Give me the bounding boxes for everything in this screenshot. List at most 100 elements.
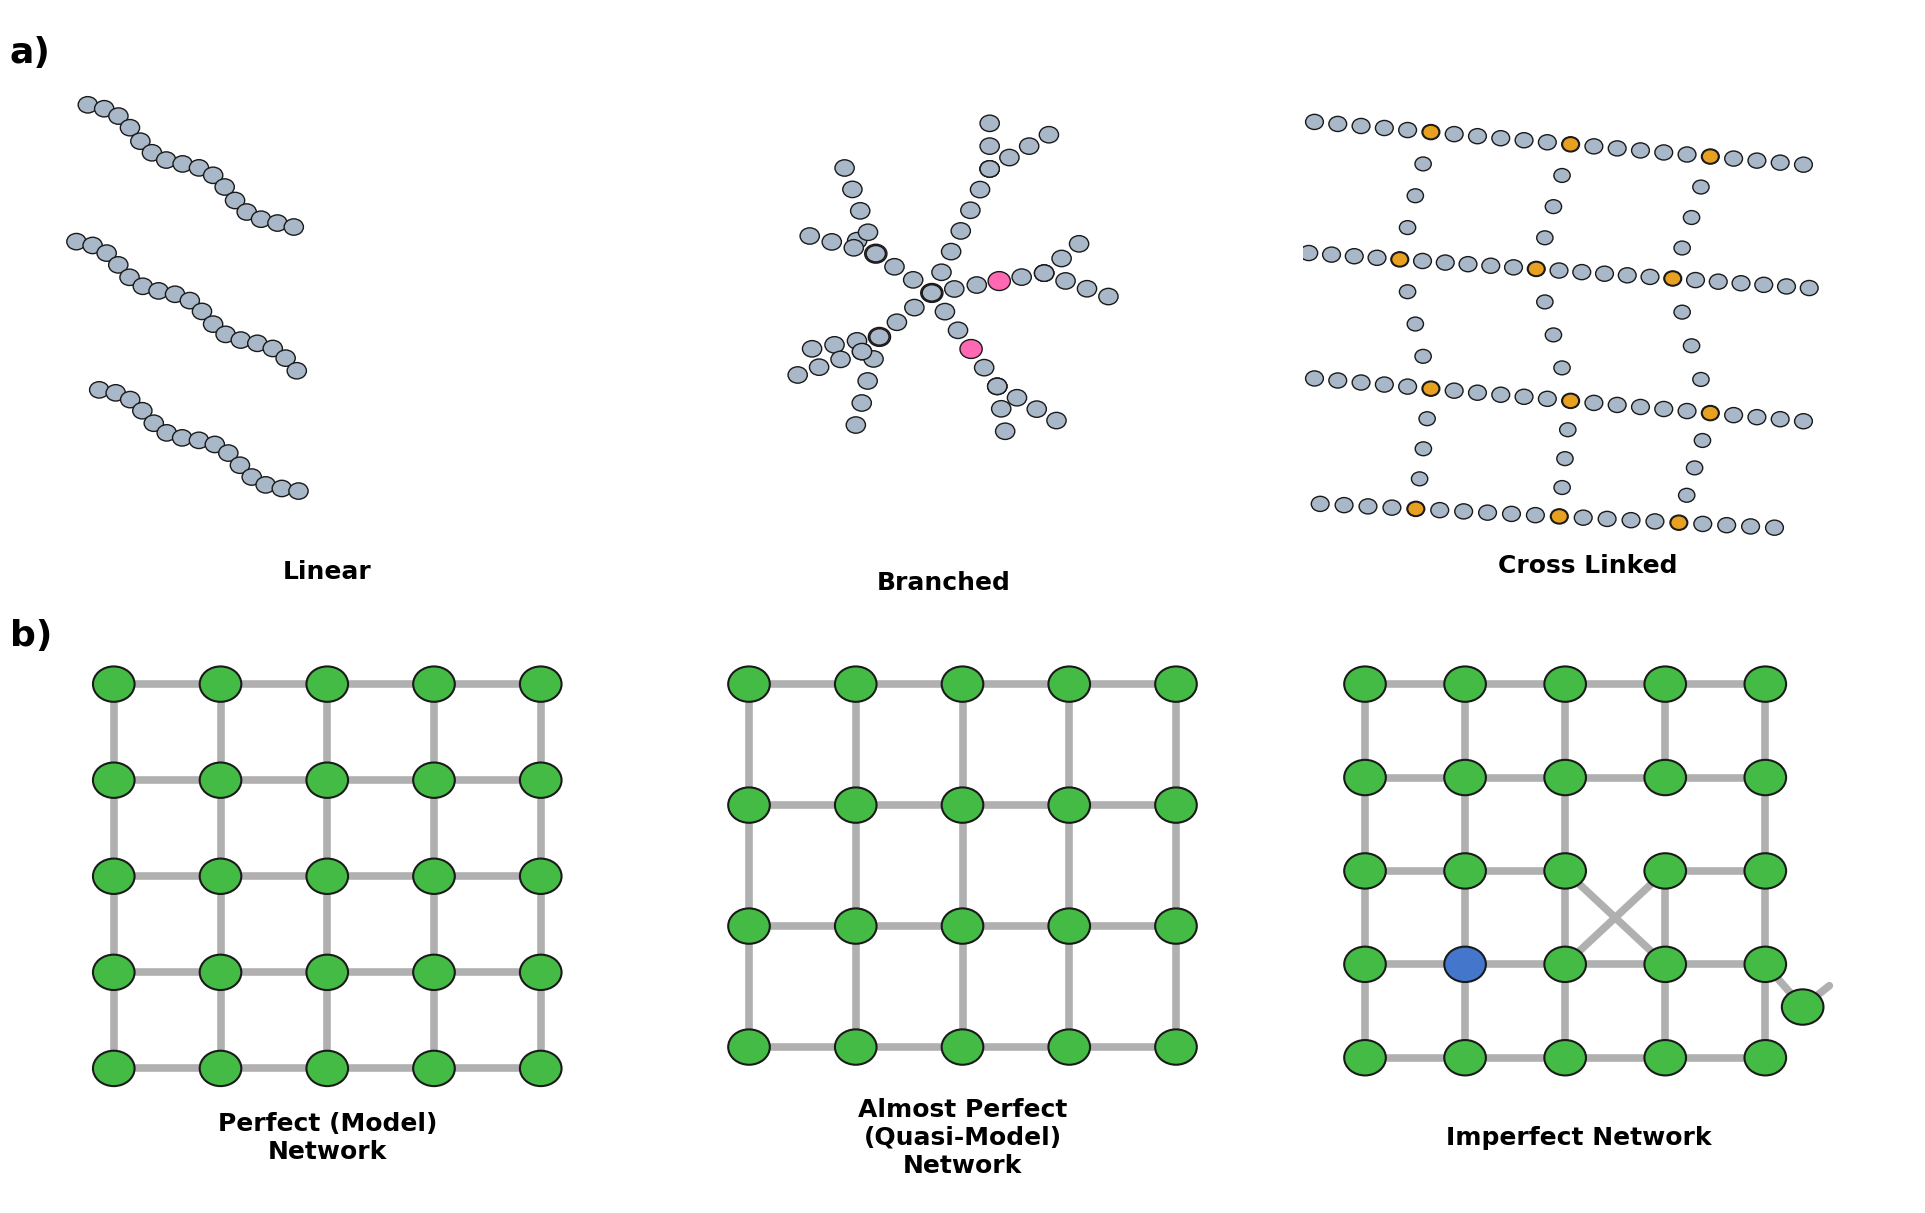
Ellipse shape — [1546, 328, 1561, 342]
Text: Linear: Linear — [283, 559, 372, 583]
Ellipse shape — [110, 108, 129, 124]
Ellipse shape — [1469, 129, 1486, 143]
Ellipse shape — [1644, 759, 1686, 796]
Ellipse shape — [1596, 266, 1613, 281]
Ellipse shape — [1553, 169, 1571, 182]
Ellipse shape — [1413, 254, 1432, 268]
Ellipse shape — [1550, 508, 1569, 524]
Text: Cross Linked: Cross Linked — [1498, 554, 1679, 579]
Ellipse shape — [1619, 268, 1636, 283]
Ellipse shape — [787, 366, 807, 383]
Ellipse shape — [1584, 395, 1604, 410]
Ellipse shape — [173, 155, 193, 172]
Ellipse shape — [974, 359, 993, 376]
Ellipse shape — [1346, 249, 1363, 263]
Ellipse shape — [1444, 759, 1486, 796]
Ellipse shape — [264, 341, 283, 357]
Ellipse shape — [980, 161, 999, 177]
Ellipse shape — [92, 1050, 135, 1086]
Ellipse shape — [1478, 505, 1496, 520]
Ellipse shape — [1744, 666, 1786, 702]
Ellipse shape — [1561, 137, 1580, 152]
Ellipse shape — [949, 323, 968, 338]
Ellipse shape — [941, 1030, 984, 1065]
Ellipse shape — [1783, 990, 1823, 1025]
Ellipse shape — [1392, 252, 1409, 267]
Ellipse shape — [1382, 500, 1401, 516]
Ellipse shape — [1459, 257, 1476, 272]
Ellipse shape — [156, 152, 175, 169]
Ellipse shape — [966, 277, 986, 294]
Ellipse shape — [520, 763, 562, 798]
Ellipse shape — [219, 445, 239, 461]
Ellipse shape — [1777, 279, 1796, 294]
Ellipse shape — [853, 394, 872, 411]
Ellipse shape — [1155, 666, 1197, 702]
Ellipse shape — [1771, 411, 1788, 427]
Ellipse shape — [1328, 372, 1348, 388]
Text: Almost Perfect
(Quasi-Model)
Network: Almost Perfect (Quasi-Model) Network — [859, 1098, 1066, 1178]
Text: Imperfect Network: Imperfect Network — [1446, 1126, 1711, 1150]
Ellipse shape — [1725, 408, 1742, 422]
Ellipse shape — [1744, 853, 1786, 889]
Ellipse shape — [864, 244, 887, 263]
Ellipse shape — [803, 341, 822, 357]
Text: a): a) — [10, 36, 50, 70]
Ellipse shape — [941, 666, 984, 702]
Ellipse shape — [1399, 378, 1417, 394]
Ellipse shape — [1686, 273, 1704, 287]
Ellipse shape — [859, 372, 878, 389]
Ellipse shape — [306, 955, 348, 990]
Ellipse shape — [835, 909, 876, 944]
Ellipse shape — [980, 138, 999, 154]
Ellipse shape — [903, 272, 922, 287]
Ellipse shape — [866, 245, 886, 262]
Ellipse shape — [1553, 361, 1571, 375]
Ellipse shape — [200, 1050, 241, 1086]
Ellipse shape — [1692, 372, 1709, 387]
Ellipse shape — [1563, 137, 1578, 152]
Ellipse shape — [1047, 412, 1066, 428]
Ellipse shape — [1415, 349, 1432, 363]
Ellipse shape — [1756, 278, 1773, 292]
Ellipse shape — [1694, 433, 1711, 448]
Ellipse shape — [192, 303, 212, 319]
Ellipse shape — [1748, 410, 1765, 425]
Ellipse shape — [1415, 156, 1432, 171]
Ellipse shape — [1642, 269, 1659, 285]
Ellipse shape — [864, 351, 884, 368]
Ellipse shape — [728, 909, 770, 944]
Ellipse shape — [961, 341, 980, 357]
Ellipse shape — [285, 218, 304, 235]
Ellipse shape — [106, 385, 125, 402]
Ellipse shape — [1392, 252, 1407, 267]
Ellipse shape — [1771, 155, 1788, 170]
Ellipse shape — [306, 666, 348, 702]
Ellipse shape — [1544, 853, 1586, 889]
Ellipse shape — [1702, 405, 1719, 421]
Ellipse shape — [1444, 1040, 1486, 1076]
Ellipse shape — [980, 115, 999, 131]
Ellipse shape — [1492, 387, 1509, 403]
Ellipse shape — [1702, 149, 1719, 164]
Ellipse shape — [231, 457, 250, 473]
Ellipse shape — [1538, 392, 1555, 406]
Ellipse shape — [1694, 517, 1711, 531]
Ellipse shape — [728, 1030, 770, 1065]
Ellipse shape — [1040, 126, 1059, 143]
Ellipse shape — [200, 666, 241, 702]
Ellipse shape — [173, 429, 193, 446]
Ellipse shape — [275, 351, 295, 366]
Ellipse shape — [1575, 511, 1592, 525]
Ellipse shape — [922, 285, 941, 301]
Ellipse shape — [1725, 150, 1742, 166]
Ellipse shape — [1469, 386, 1486, 400]
Ellipse shape — [1407, 501, 1424, 517]
Ellipse shape — [121, 120, 141, 136]
Ellipse shape — [200, 955, 241, 990]
Ellipse shape — [1034, 264, 1053, 281]
Ellipse shape — [870, 329, 889, 346]
Ellipse shape — [728, 787, 770, 822]
Text: Branched: Branched — [876, 571, 1011, 596]
Ellipse shape — [1455, 503, 1473, 519]
